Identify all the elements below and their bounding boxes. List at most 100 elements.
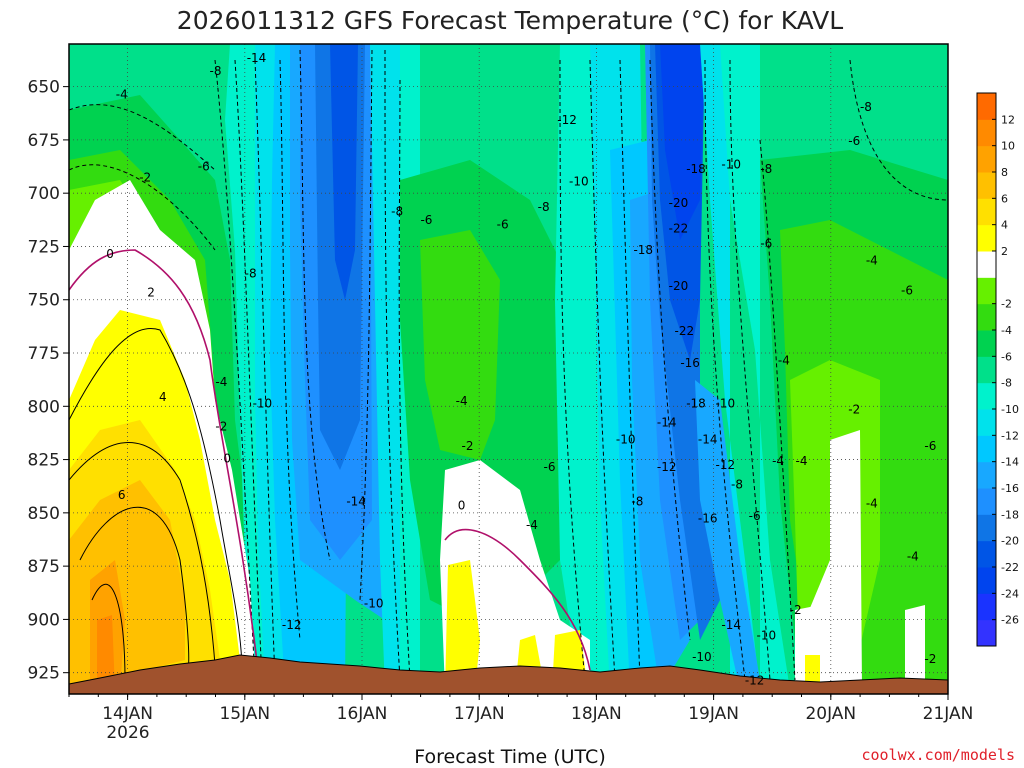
contour-label: -8: [860, 100, 872, 114]
x-tick-label: 15JAN: [219, 704, 270, 724]
contour-label: -6: [924, 439, 936, 453]
contour-line: [91, 584, 126, 681]
contour-label: -22: [674, 324, 694, 338]
contour-line: [299, 49, 331, 561]
contour-label: 0: [106, 247, 114, 261]
temperature-bands: [69, 44, 948, 690]
terrain: [69, 654, 948, 694]
contour-line: [619, 59, 641, 681]
contour-line: [69, 328, 243, 666]
contour-label: -20: [669, 279, 689, 293]
x-tick-label: 14JAN: [102, 704, 153, 724]
contour-label: -12: [657, 460, 677, 474]
contour-label: -12: [745, 673, 765, 687]
colorbar-swatch: [977, 382, 996, 410]
contour-label: -14: [721, 618, 741, 632]
colorbar-swatch: [977, 488, 996, 515]
colorbar-label: 8: [1001, 166, 1008, 179]
contour-label: -10: [757, 629, 777, 643]
contour-label: -16: [698, 511, 718, 525]
colorbar-label: -16: [1001, 482, 1019, 495]
y-tick-label: 825: [28, 451, 60, 471]
contour-line: [359, 49, 373, 601]
colorbar-label: -24: [1001, 587, 1019, 600]
contour-line: [444, 528, 591, 671]
x-tick-label: 20JAN: [805, 704, 856, 724]
colorbar-swatch: [977, 93, 996, 120]
contour-line: [279, 59, 301, 641]
contour-label: -6: [544, 460, 556, 474]
contour-label: -6: [901, 283, 913, 297]
contour-line: [384, 49, 401, 681]
colorbar-swatch: [977, 330, 996, 357]
contour-label: -4: [215, 375, 227, 389]
colorbar-label: -8: [1001, 377, 1012, 390]
band-teal-19jan: [720, 44, 790, 690]
contour-label: -4: [526, 518, 538, 532]
contour-label: -12: [716, 458, 736, 472]
y-tick-label: 725: [28, 237, 60, 257]
contour-label: 0: [223, 452, 231, 466]
band-yellow-17jan-a: [445, 560, 480, 690]
colorbar-label: -2: [1001, 298, 1012, 311]
contour-label: -4: [772, 454, 784, 468]
contour-label: -2: [848, 403, 860, 417]
contour-label: -2: [461, 439, 473, 453]
contour-line: [79, 506, 190, 671]
contour-labels: -4-8-14-6-20246-4-20-8-10-12-14-10-8-6-4…: [106, 51, 936, 687]
contour-label: -4: [456, 394, 468, 408]
colorbar-swatch: [977, 593, 996, 621]
contour-label: -10: [364, 597, 384, 611]
contour-label: -18: [686, 162, 706, 176]
colorbar-swatch: [977, 251, 996, 278]
colorbar-label: -10: [1001, 403, 1019, 416]
contour-label: -6: [497, 217, 509, 231]
contour-line: [69, 164, 216, 251]
band-deepest-16jan: [330, 44, 358, 300]
contour-label: -12: [557, 113, 577, 127]
colorbar-label: -22: [1001, 561, 1019, 574]
contour-line: [69, 104, 216, 171]
y-tick-label: 875: [28, 557, 60, 577]
contour-label: -10: [569, 175, 589, 189]
colorbar-swatch: [977, 119, 996, 147]
colorbar-label: 12: [1001, 113, 1015, 126]
colorbar-swatch: [977, 224, 996, 252]
band-lime-17jan: [420, 230, 500, 460]
contour-label: -8: [760, 162, 772, 176]
x-tick-label: 17JAN: [454, 704, 505, 724]
band-deeporange-14jan: [97, 615, 115, 690]
contour-label: -16: [680, 356, 700, 370]
colorbar-swatch: [977, 461, 996, 489]
colorbar-swatch: [977, 540, 996, 568]
contour-line: [704, 59, 746, 681]
colorbar-label: 6: [1001, 192, 1008, 205]
contour-label: -2: [790, 603, 802, 617]
gridlines: [69, 44, 948, 694]
y-tick-label: 700: [28, 184, 60, 204]
contour-label: -12: [282, 618, 302, 632]
colorbar: -26-24-22-20-18-16-14-12-10-8-6-4-224681…: [976, 92, 1019, 647]
colorbar-swatch: [977, 619, 996, 647]
contour-label: -6: [760, 236, 772, 250]
contour-label: -8: [210, 64, 222, 78]
contour-line: [649, 59, 691, 641]
y-tick-label: 850: [28, 504, 60, 524]
x-axis-title: Forecast Time (UTC): [414, 746, 605, 768]
contour-line: [589, 59, 616, 681]
contour-label: -10: [716, 396, 736, 410]
y-tick-label: 925: [28, 664, 60, 684]
contour-label: -18: [633, 243, 653, 257]
contour-label: 4: [159, 390, 167, 404]
contour-line: [254, 59, 276, 681]
colorbar-frame: [976, 92, 997, 647]
colorbar-label: 4: [1001, 219, 1008, 232]
contour-label: -8: [391, 204, 403, 218]
contour-label: -10: [692, 650, 712, 664]
colorbar-swatch: [977, 172, 996, 199]
y-tick-label: 750: [28, 291, 60, 311]
contour-label: -14: [698, 433, 718, 447]
contour-label: -14: [657, 415, 677, 429]
contour-label: -2: [924, 652, 936, 666]
y-axis: 650 675 700 725 750 775 800 825 850 875 900 925: [28, 78, 69, 684]
